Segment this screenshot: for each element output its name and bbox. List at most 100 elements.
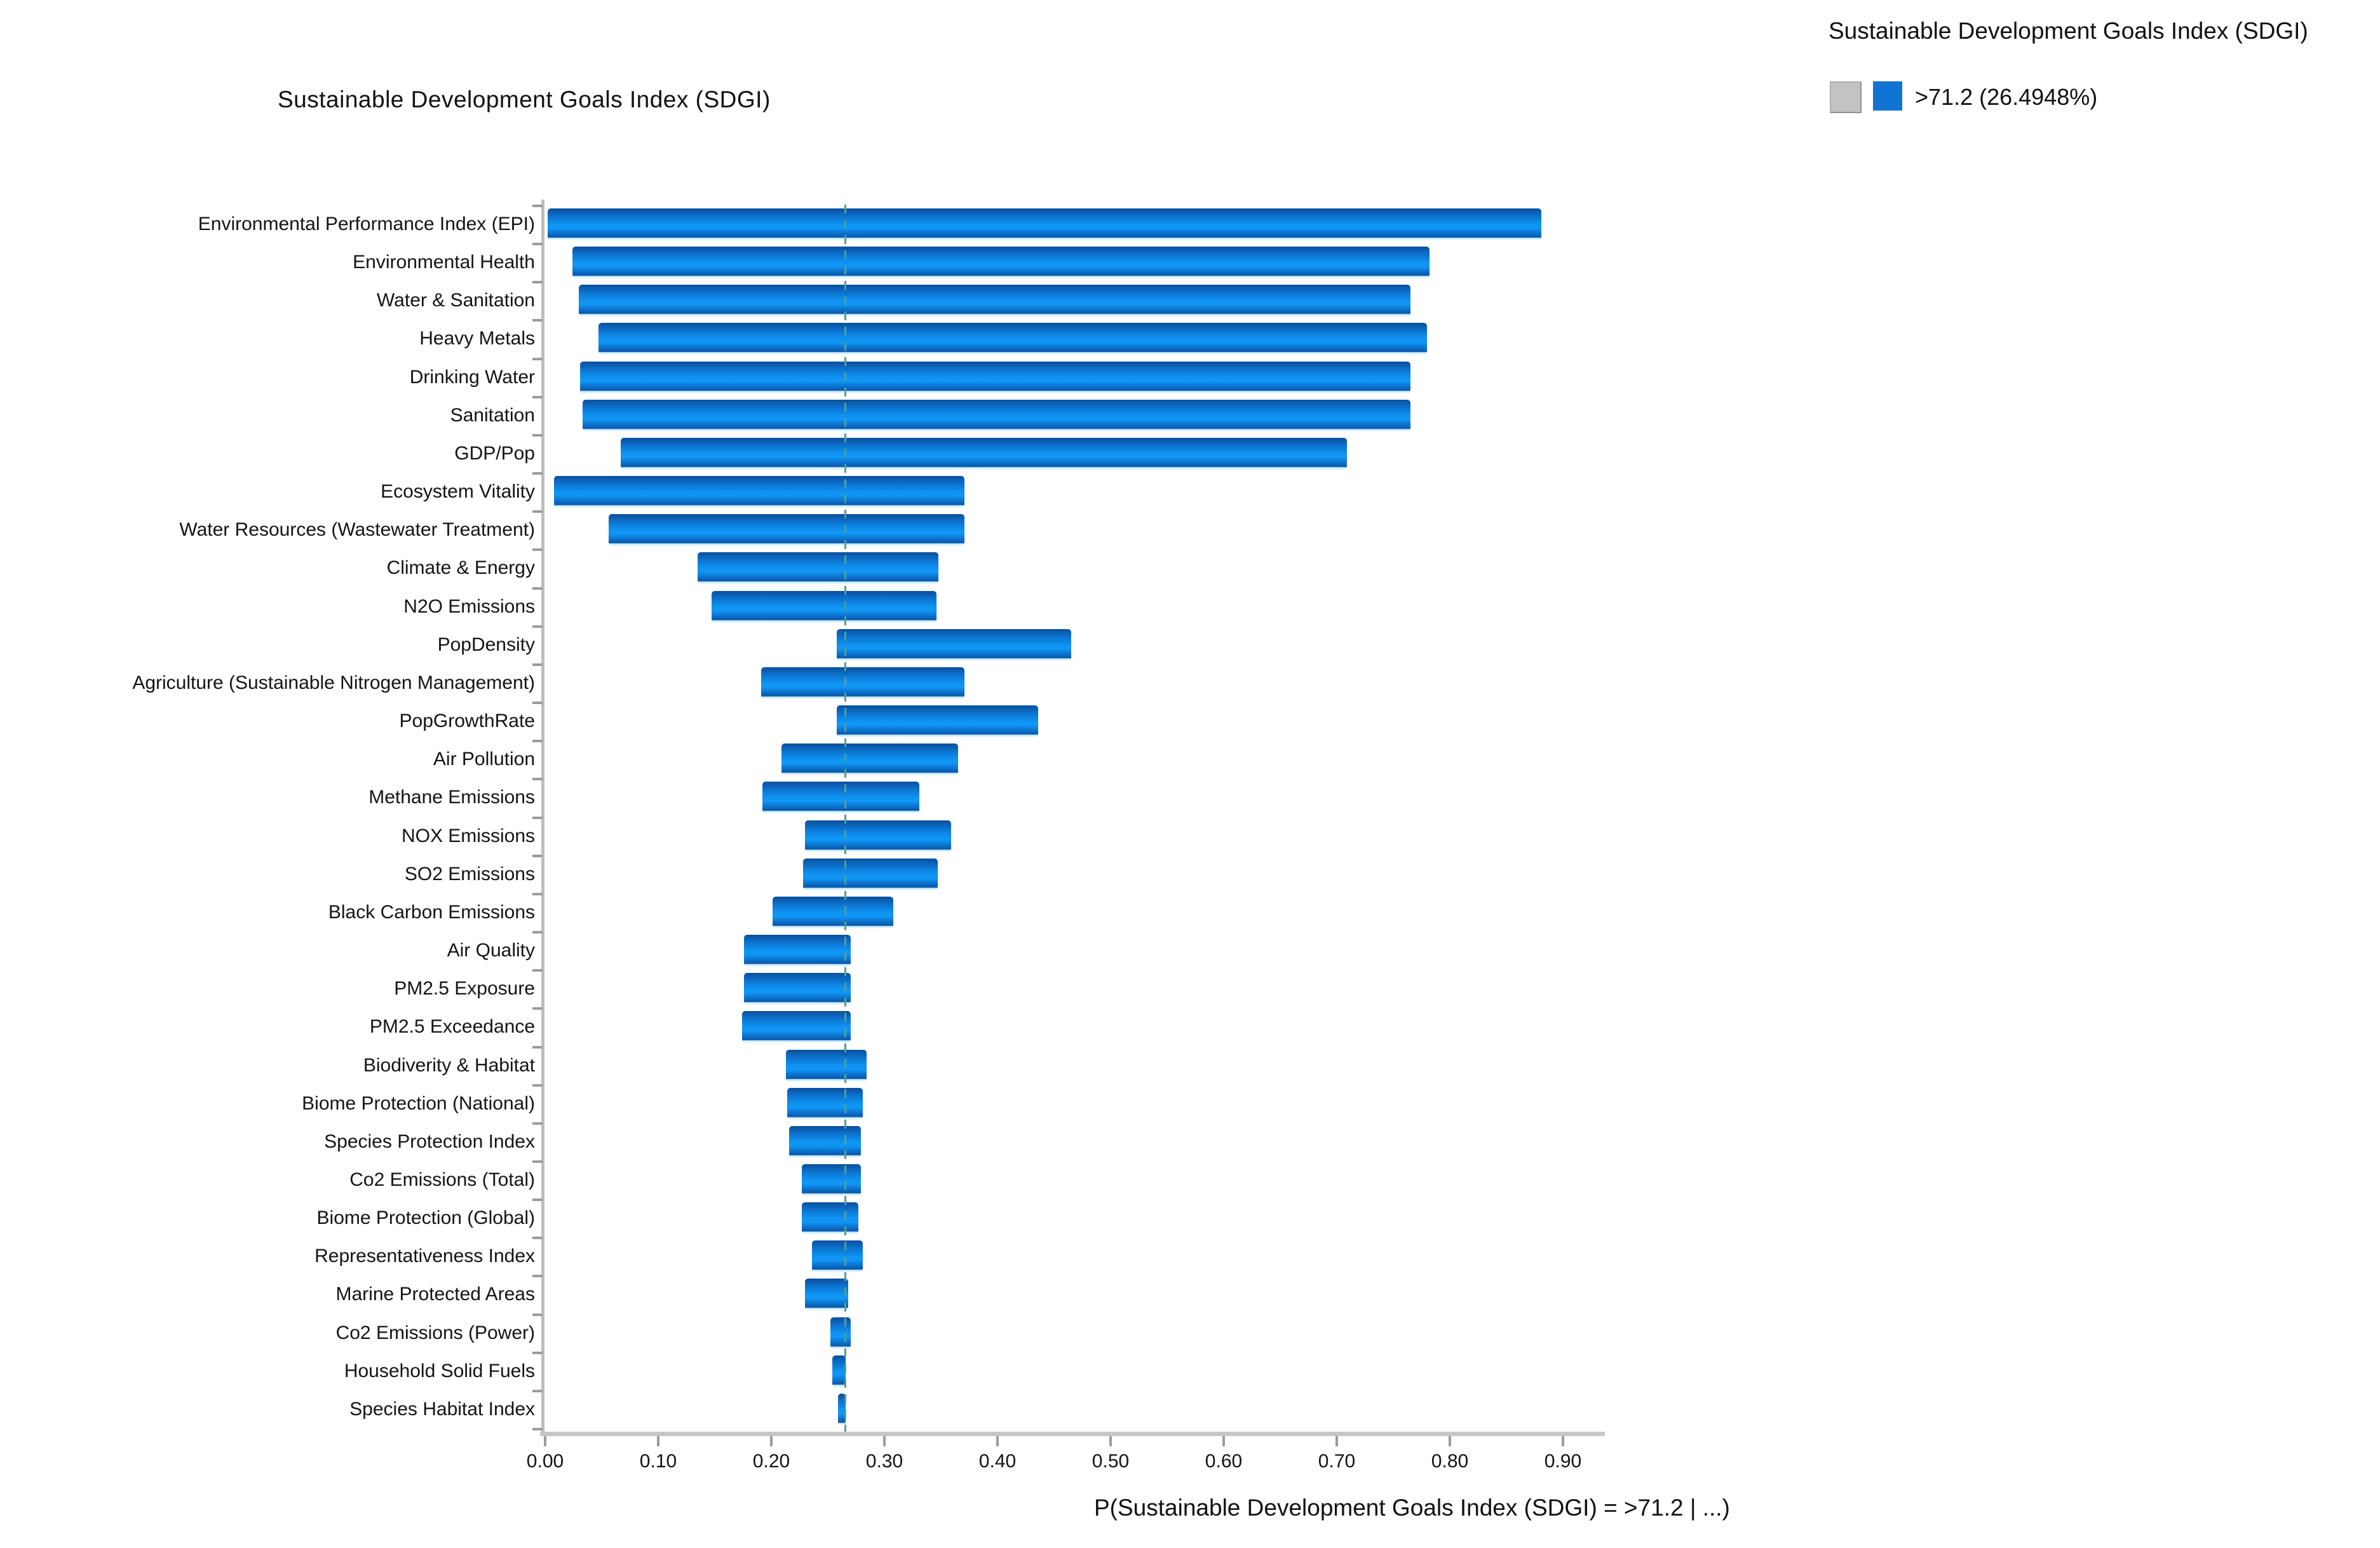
y-tick [532,625,543,628]
x-axis-line [540,1432,1605,1436]
x-tick-label: 0.10 [639,1451,677,1472]
x-tick [1335,1436,1338,1446]
y-tick [532,1083,543,1087]
tornado-bar [598,323,1428,355]
y-tick [532,1045,543,1049]
tornado-bar [608,514,965,547]
y-tick [532,433,543,437]
y-tick [532,1389,543,1392]
y-tick [532,1122,543,1125]
y-tick [532,587,543,590]
tornado-bar [762,782,920,814]
legend-title: Sustainable Development Goals Index (SDG… [1829,18,2308,44]
y-tick [532,243,543,246]
tornado-bar [787,1087,863,1120]
y-tick [532,205,543,207]
x-tick-label: 0.60 [1205,1451,1243,1472]
category-label: Marine Protected Areas [335,1284,536,1305]
tornado-bar [744,973,851,1005]
tornado-bar [580,361,1410,393]
tornado-bar [789,1125,861,1158]
x-tick-label: 0.20 [752,1451,790,1472]
category-label: Black Carbon Emissions [328,901,535,923]
category-label: NOX Emissions [401,825,535,846]
x-tick [657,1436,659,1446]
category-label: Agriculture (Sustainable Nitrogen Manage… [132,672,535,693]
x-tick [1222,1436,1225,1446]
category-label: Heavy Metals [419,328,535,350]
tornado-bar [698,552,939,585]
tornado-bar [812,1240,863,1273]
y-tick [532,1275,543,1278]
tornado-bar [781,743,958,776]
tornado-bar [621,437,1347,470]
tornado-bar [572,247,1430,279]
y-tick [532,1428,543,1431]
y-tick [532,740,543,743]
category-label: PM2.5 Exceedance [369,1016,535,1038]
y-tick [532,854,543,857]
y-tick [532,1237,543,1240]
x-tick-label: 0.00 [526,1451,564,1472]
legend-active-swatch-icon [1873,81,1902,111]
category-label: Drinking Water [409,366,535,388]
x-tick [544,1436,546,1446]
tornado-bar [711,590,936,623]
category-label: Water Resources (Wastewater Treatment) [179,519,535,541]
tornado-bar [582,399,1410,431]
chart-title: Sustainable Development Goals Index (SDG… [278,86,771,112]
category-label: Biome Protection (National) [302,1092,535,1114]
x-tick-label: 0.90 [1544,1451,1582,1472]
category-label: Air Quality [447,940,535,961]
tornado-bar [802,858,938,890]
tornado-bar [579,285,1410,317]
category-label: Co2 Emissions (Total) [349,1169,535,1190]
category-label: Ecosystem Vitality [381,481,535,503]
x-tick-label: 0.70 [1318,1451,1356,1472]
category-label: Household Solid Fuels [344,1360,535,1382]
x-tick-label: 0.80 [1431,1451,1469,1472]
y-tick [532,395,543,398]
x-tick-label: 0.50 [1092,1451,1130,1472]
category-label: SO2 Emissions [404,863,535,885]
tornado-bar [802,1202,859,1235]
x-tick-label: 0.30 [865,1451,903,1472]
y-tick [532,1313,543,1316]
x-tick [770,1436,773,1446]
tornado-bar [786,1049,867,1082]
category-label: Climate & Energy [386,557,535,579]
category-label: Species Protection Index [324,1130,535,1152]
category-label: Air Pollution [433,749,535,770]
category-label: GDP/Pop [454,442,535,464]
tornado-bar [802,1164,861,1196]
y-tick [532,931,543,934]
tornado-bar [805,820,951,852]
baseline-dashed-line [844,205,846,1432]
y-tick [532,663,543,666]
y-tick [532,969,543,972]
x-tick [883,1436,886,1446]
y-axis-line [541,200,544,1435]
y-tick [532,1351,543,1354]
y-tick [532,816,543,819]
y-tick [532,319,543,322]
category-label: PM2.5 Exposure [394,978,535,1000]
category-label: Species Habitat Index [349,1398,535,1420]
category-label: N2O Emissions [403,595,535,617]
y-tick [532,1160,543,1163]
category-label: PopDensity [437,634,535,655]
tornado-bar [772,896,894,928]
y-tick [532,1198,543,1202]
tornado-bar [805,1279,849,1311]
x-tick [996,1436,999,1446]
tornado-bar [554,476,965,508]
tornado-bar [741,1011,851,1043]
category-label: Environmental Health [353,252,535,273]
x-tick [1562,1436,1564,1446]
tornado-bar [832,1355,846,1387]
y-tick [532,892,543,895]
tornado-bar [837,705,1039,738]
y-tick [532,510,543,513]
category-label: Biome Protection (Global) [316,1207,535,1229]
tornado-bar [744,935,851,967]
